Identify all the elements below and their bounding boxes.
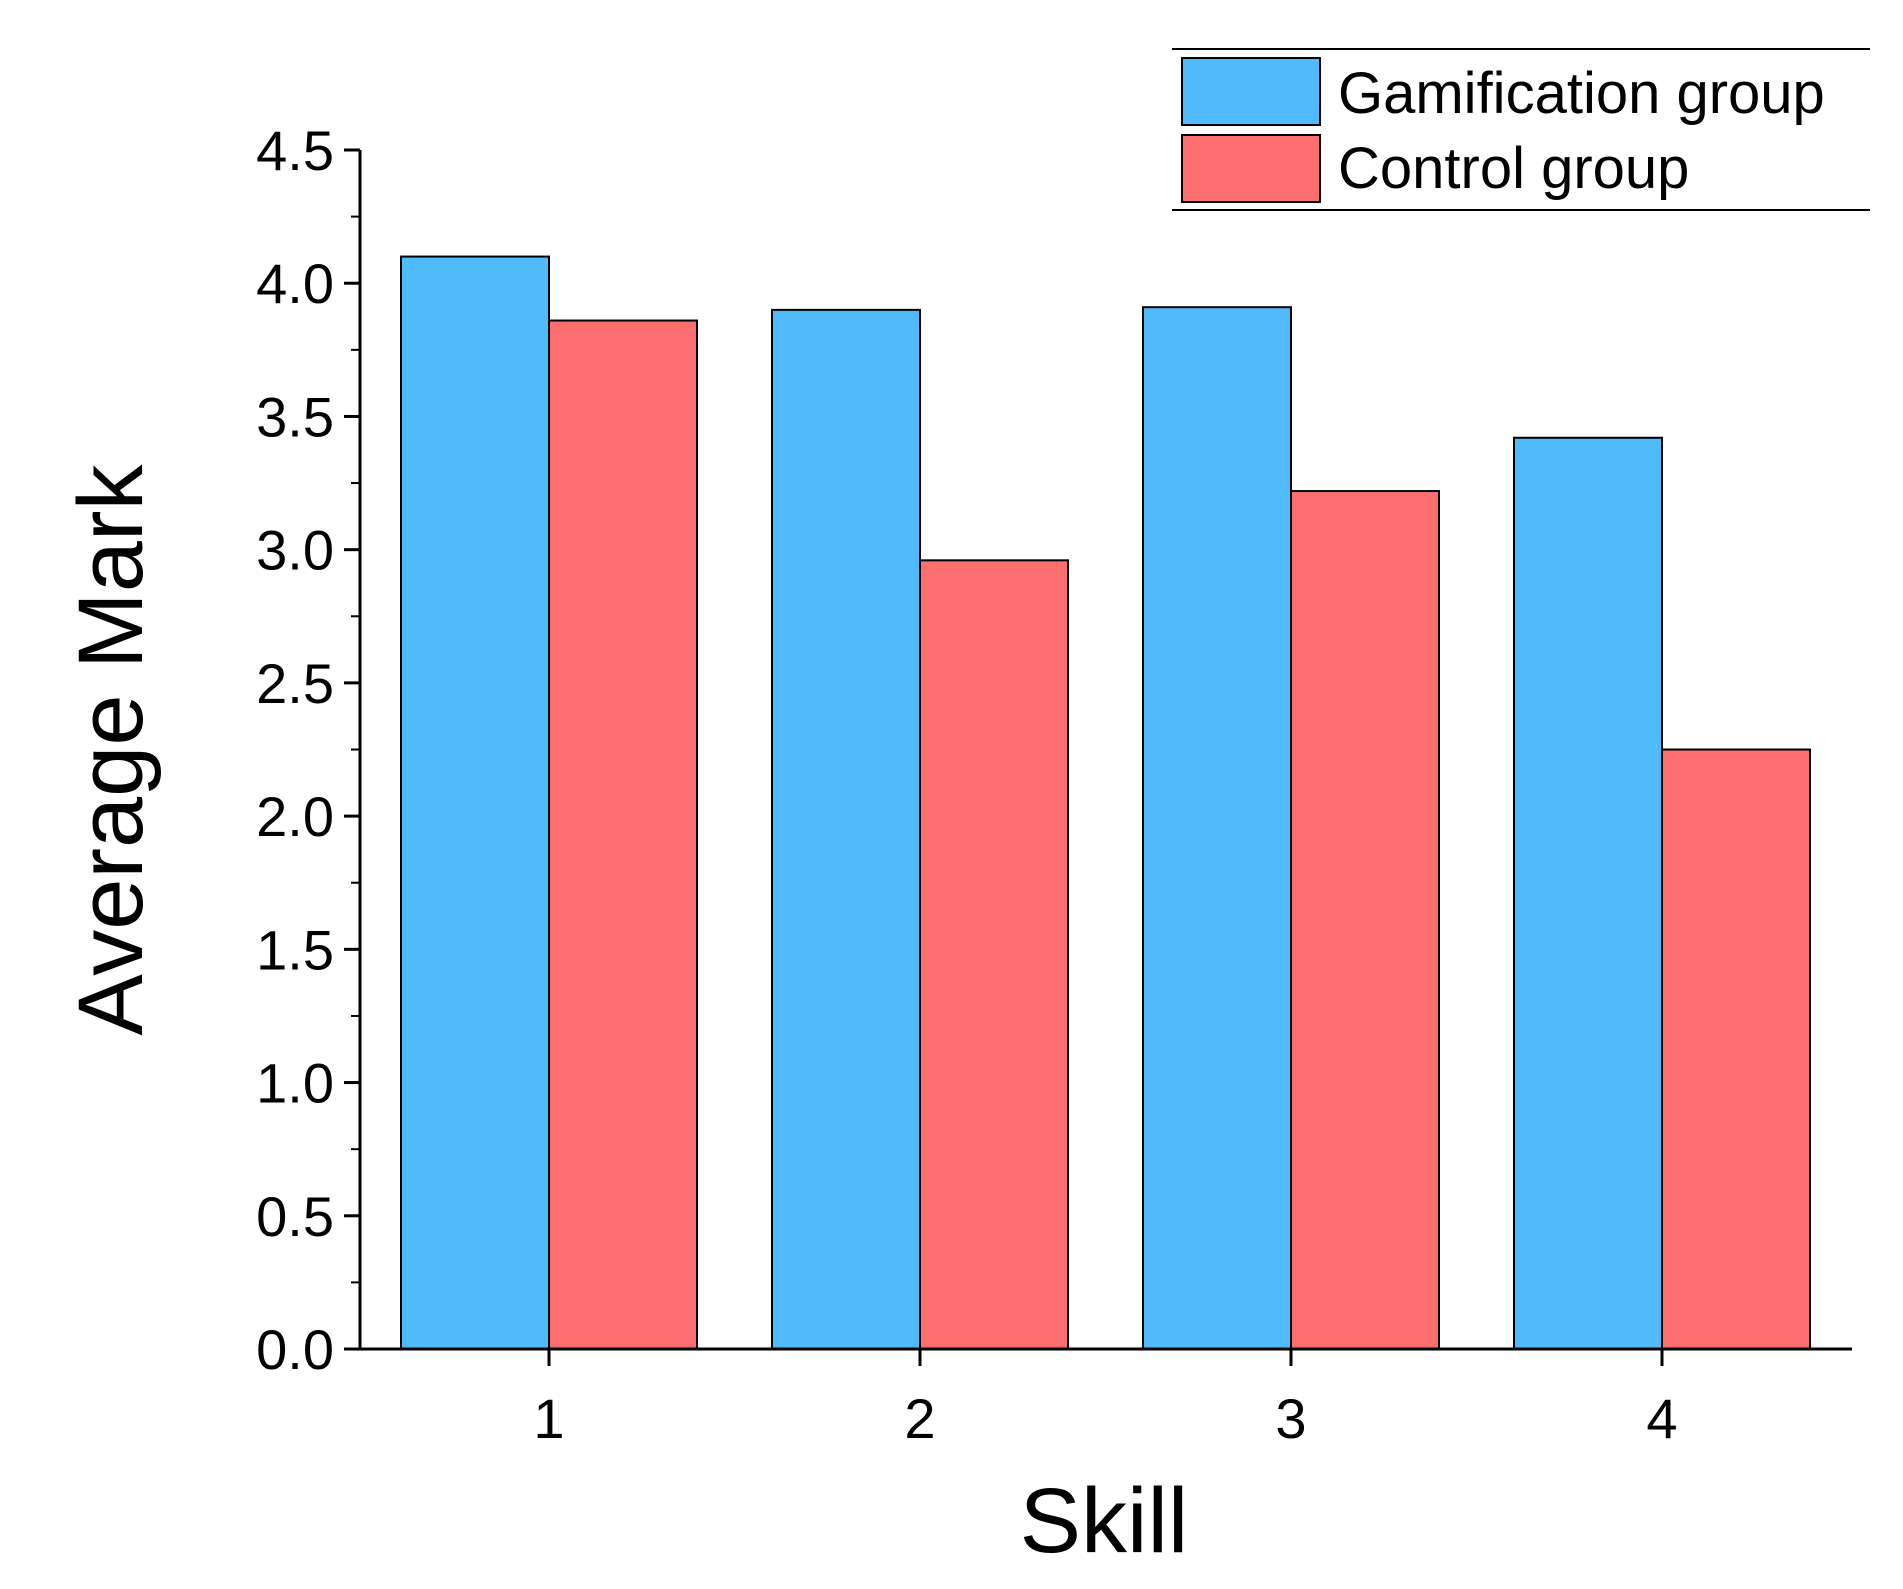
legend-swatch-control (1181, 134, 1321, 203)
x-tick-label: 2 (904, 1387, 935, 1450)
legend: Gamification group Control group (1172, 48, 1870, 211)
x-axis-title: Skill (1020, 1470, 1189, 1572)
bar-control-skill-2 (919, 559, 1069, 1350)
y-tick-label: 4.5 (256, 119, 334, 182)
bar-gamification-skill-1 (400, 255, 550, 1351)
y-tick-label: 3.5 (256, 385, 334, 448)
y-tick-label: 1.0 (256, 1052, 334, 1115)
y-axis-title: Average Mark (60, 464, 162, 1036)
x-tick-label: 1 (533, 1387, 564, 1450)
legend-label-control: Control group (1338, 136, 1689, 201)
bar-gamification-skill-4 (1513, 436, 1663, 1350)
x-tick-label: 3 (1275, 1387, 1306, 1450)
bar-control-skill-1 (548, 319, 698, 1351)
legend-swatch-gamification (1181, 57, 1321, 126)
bar-control-skill-4 (1661, 748, 1811, 1350)
legend-label-gamification: Gamification group (1338, 61, 1825, 126)
y-tick-label: 2.5 (256, 652, 334, 715)
y-tick-label: 1.5 (256, 918, 334, 981)
y-tick-label: 2.0 (256, 785, 334, 848)
y-tick-label: 3.0 (256, 519, 334, 582)
y-ticks-group: 0.0 0.5 1.0 1.5 2.0 2.5 3.0 3.5 4.0 4.5 (256, 119, 360, 1381)
x-tick-label: 4 (1646, 1387, 1677, 1450)
y-tick-label: 0.0 (256, 1318, 334, 1381)
bar-control-skill-3 (1290, 490, 1440, 1350)
bars-group (400, 255, 1811, 1351)
y-tick-label: 4.0 (256, 252, 334, 315)
bar-gamification-skill-3 (1142, 306, 1292, 1350)
x-ticks-group: 1 2 3 4 (533, 1349, 1678, 1450)
bar-gamification-skill-2 (771, 308, 921, 1350)
y-tick-label: 0.5 (256, 1185, 334, 1248)
